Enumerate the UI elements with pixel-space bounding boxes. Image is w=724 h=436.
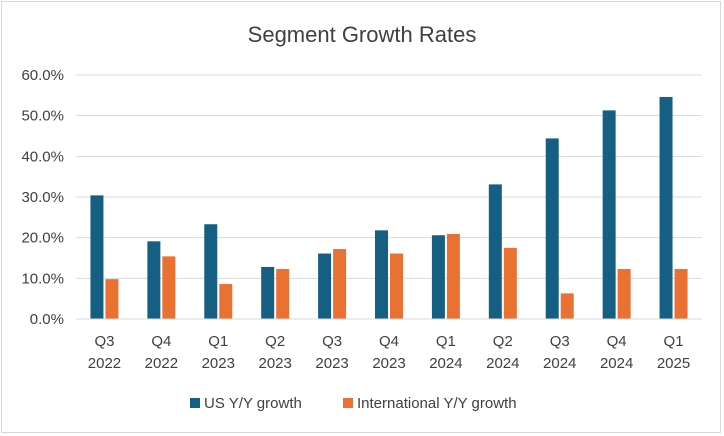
legend-swatch-us: [190, 398, 200, 408]
x-tick-label: Q2: [265, 333, 285, 350]
legend-label-international: International Y/Y growth: [357, 395, 517, 412]
y-tick-label: 60.0%: [21, 67, 64, 84]
y-tick-label: 50.0%: [21, 108, 64, 125]
bar-international: [560, 293, 574, 319]
x-tick-label: Q3: [94, 333, 114, 350]
bar-international: [105, 279, 119, 319]
y-axis: 0.0% 10.0% 20.0% 30.0% 40.0% 50.0% 60.0%: [21, 67, 64, 328]
x-axis: Q3 2022 Q4 2022 Q1 2023 Q2 2023 Q3 2023 Q4 2023 Q1 20…: [76, 318, 702, 372]
bars: [90, 96, 688, 320]
y-tick-label: 20.0%: [21, 230, 64, 247]
x-tick-label: Q1: [664, 333, 684, 350]
x-tick-label: 2023: [372, 355, 405, 372]
bar-international: [674, 268, 688, 319]
x-tick-label: Q1: [436, 333, 456, 350]
x-tick-label: 2024: [486, 355, 519, 372]
bar-us: [602, 110, 616, 319]
y-tick-label: 0.0%: [30, 311, 64, 328]
x-tick-label: 2022: [88, 355, 121, 372]
bar-us: [488, 184, 502, 319]
legend-label-us: US Y/Y growth: [204, 395, 302, 412]
x-tick-label: Q4: [379, 333, 399, 350]
bar-international: [617, 268, 631, 319]
bar-international: [503, 247, 517, 319]
bar-us: [261, 266, 275, 319]
x-tick-label: 2023: [315, 355, 348, 372]
bar-us: [375, 230, 388, 319]
x-tick-label: 2023: [202, 355, 235, 372]
legend: US Y/Y growth International Y/Y growth: [190, 395, 517, 412]
bar-international: [390, 253, 403, 319]
x-tick-label: 2024: [429, 355, 462, 372]
x-tick-label: 2025: [657, 355, 690, 372]
y-tick-label: 40.0%: [21, 148, 64, 165]
x-tick-label: 2024: [600, 355, 633, 372]
bar-us: [318, 253, 332, 319]
x-tick-label: 2023: [258, 355, 291, 372]
x-tick-label: Q3: [550, 333, 570, 350]
bar-us: [147, 241, 161, 319]
bar-us: [431, 235, 445, 319]
bar-us: [204, 224, 218, 319]
bar-international: [276, 268, 290, 319]
x-tick-label: 2022: [145, 355, 178, 372]
x-tick-label: Q1: [208, 333, 228, 350]
x-tick-label: 2024: [543, 355, 576, 372]
bar-us: [545, 138, 559, 319]
x-tick-label: Q4: [151, 333, 171, 350]
x-tick-label: Q4: [607, 333, 627, 350]
x-tick-label: Q2: [493, 333, 513, 350]
bar-international: [446, 234, 460, 319]
chart-title: Segment Growth Rates: [248, 22, 477, 47]
x-tick-label: Q3: [322, 333, 342, 350]
bar-us: [90, 195, 104, 319]
bar-international: [333, 249, 347, 319]
y-tick-label: 30.0%: [21, 189, 64, 206]
bar-us: [659, 96, 673, 320]
bar-international: [219, 284, 233, 319]
bar-international: [162, 256, 176, 319]
legend-swatch-international: [343, 398, 353, 408]
y-tick-label: 10.0%: [21, 270, 64, 287]
